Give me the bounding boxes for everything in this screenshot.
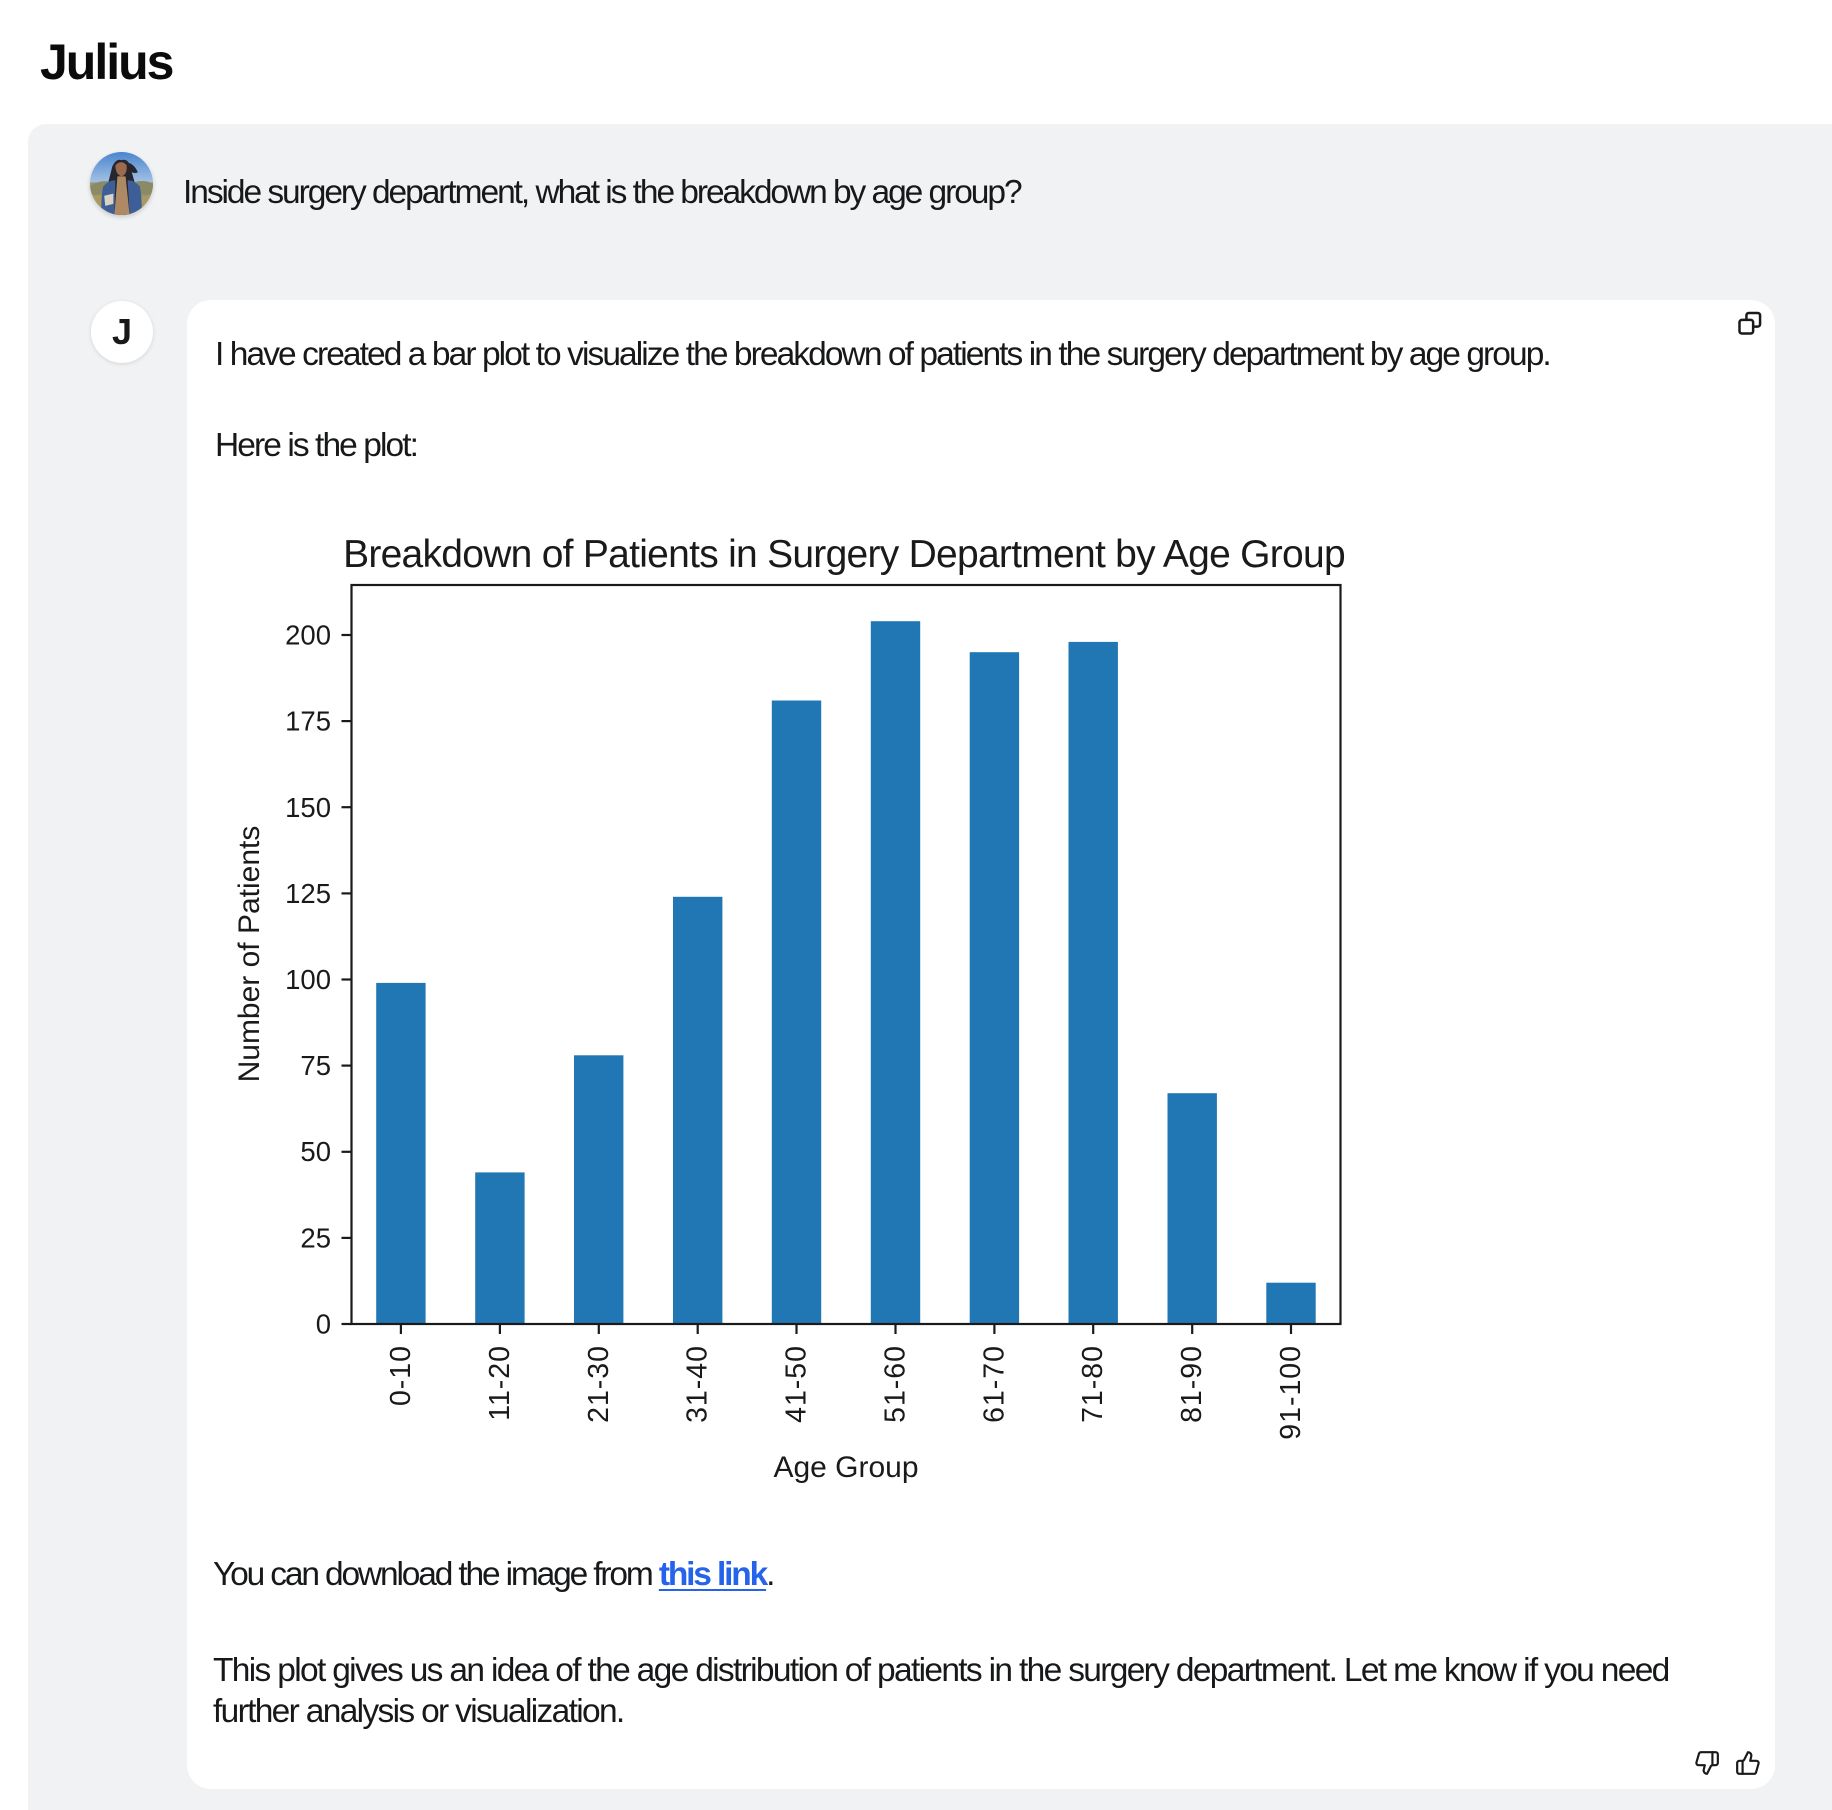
svg-text:51-60: 51-60 [880,1345,912,1423]
svg-text:175: 175 [285,706,331,737]
svg-text:150: 150 [285,792,331,823]
svg-text:25: 25 [300,1222,331,1253]
svg-text:41-50: 41-50 [781,1345,813,1423]
svg-text:61-70: 61-70 [978,1345,1010,1423]
svg-text:21-30: 21-30 [583,1345,615,1423]
svg-text:11-20: 11-20 [484,1345,516,1421]
svg-text:75: 75 [300,1050,331,1081]
svg-text:100: 100 [285,964,331,995]
svg-text:50: 50 [300,1136,331,1167]
svg-text:200: 200 [285,620,331,651]
svg-text:91-100: 91-100 [1275,1345,1307,1440]
svg-text:125: 125 [285,878,331,909]
svg-text:Number of Patients: Number of Patients [233,826,266,1083]
svg-text:Breakdown of Patients in Surge: Breakdown of Patients in Surgery Departm… [343,533,1345,576]
svg-text:Age Group: Age Group [773,1451,918,1484]
svg-text:71-80: 71-80 [1077,1345,1109,1423]
svg-text:81-90: 81-90 [1176,1345,1208,1423]
svg-text:31-40: 31-40 [682,1345,714,1423]
svg-text:0-10: 0-10 [385,1345,417,1406]
svg-text:0: 0 [316,1309,331,1340]
